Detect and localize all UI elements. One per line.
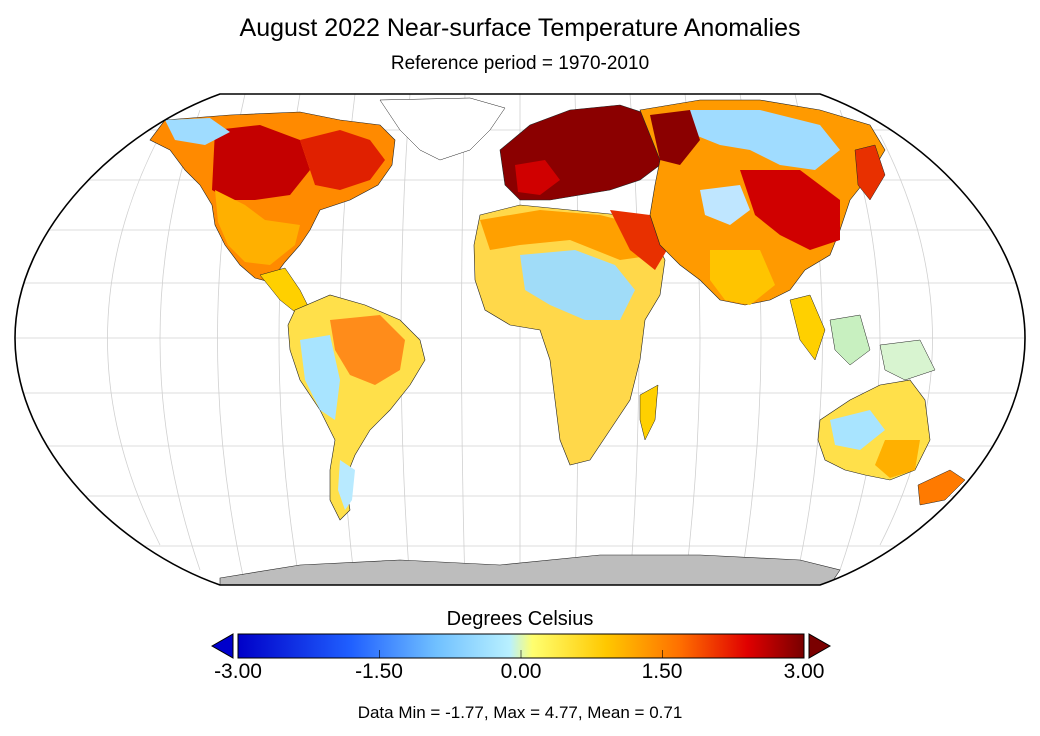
colorbar-high-arrow bbox=[808, 633, 832, 659]
world-map bbox=[14, 93, 1026, 586]
data-statistics: Data Min = -1.77, Max = 4.77, Mean = 0.7… bbox=[357, 703, 683, 722]
map-subtitle: Reference period = 1970-2010 bbox=[390, 53, 650, 74]
colorbar-tick-label: -3.00 bbox=[214, 660, 262, 683]
colorbar bbox=[210, 633, 832, 659]
antarctica bbox=[219, 554, 841, 585]
colorbar-tick-label: -1.50 bbox=[355, 660, 403, 683]
globe-border bbox=[14, 93, 1026, 586]
asia bbox=[639, 99, 936, 381]
colorbar-title: Degrees Celsius bbox=[446, 608, 594, 630]
colorbar-tick-label: 1.50 bbox=[641, 660, 683, 683]
colorbar-low-arrow bbox=[210, 633, 234, 659]
map-title: August 2022 Near-surface Temperature Ano… bbox=[239, 14, 801, 42]
australia bbox=[817, 379, 966, 506]
colorbar-tick-label: 3.00 bbox=[783, 660, 825, 683]
greenland bbox=[379, 97, 506, 161]
europe bbox=[499, 104, 666, 201]
north-america bbox=[149, 111, 396, 313]
colorbar-tick-label: 0.00 bbox=[500, 660, 542, 683]
south-america bbox=[287, 294, 426, 521]
